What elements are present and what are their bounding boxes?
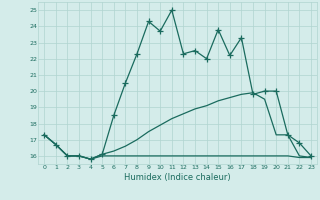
X-axis label: Humidex (Indice chaleur): Humidex (Indice chaleur) <box>124 173 231 182</box>
